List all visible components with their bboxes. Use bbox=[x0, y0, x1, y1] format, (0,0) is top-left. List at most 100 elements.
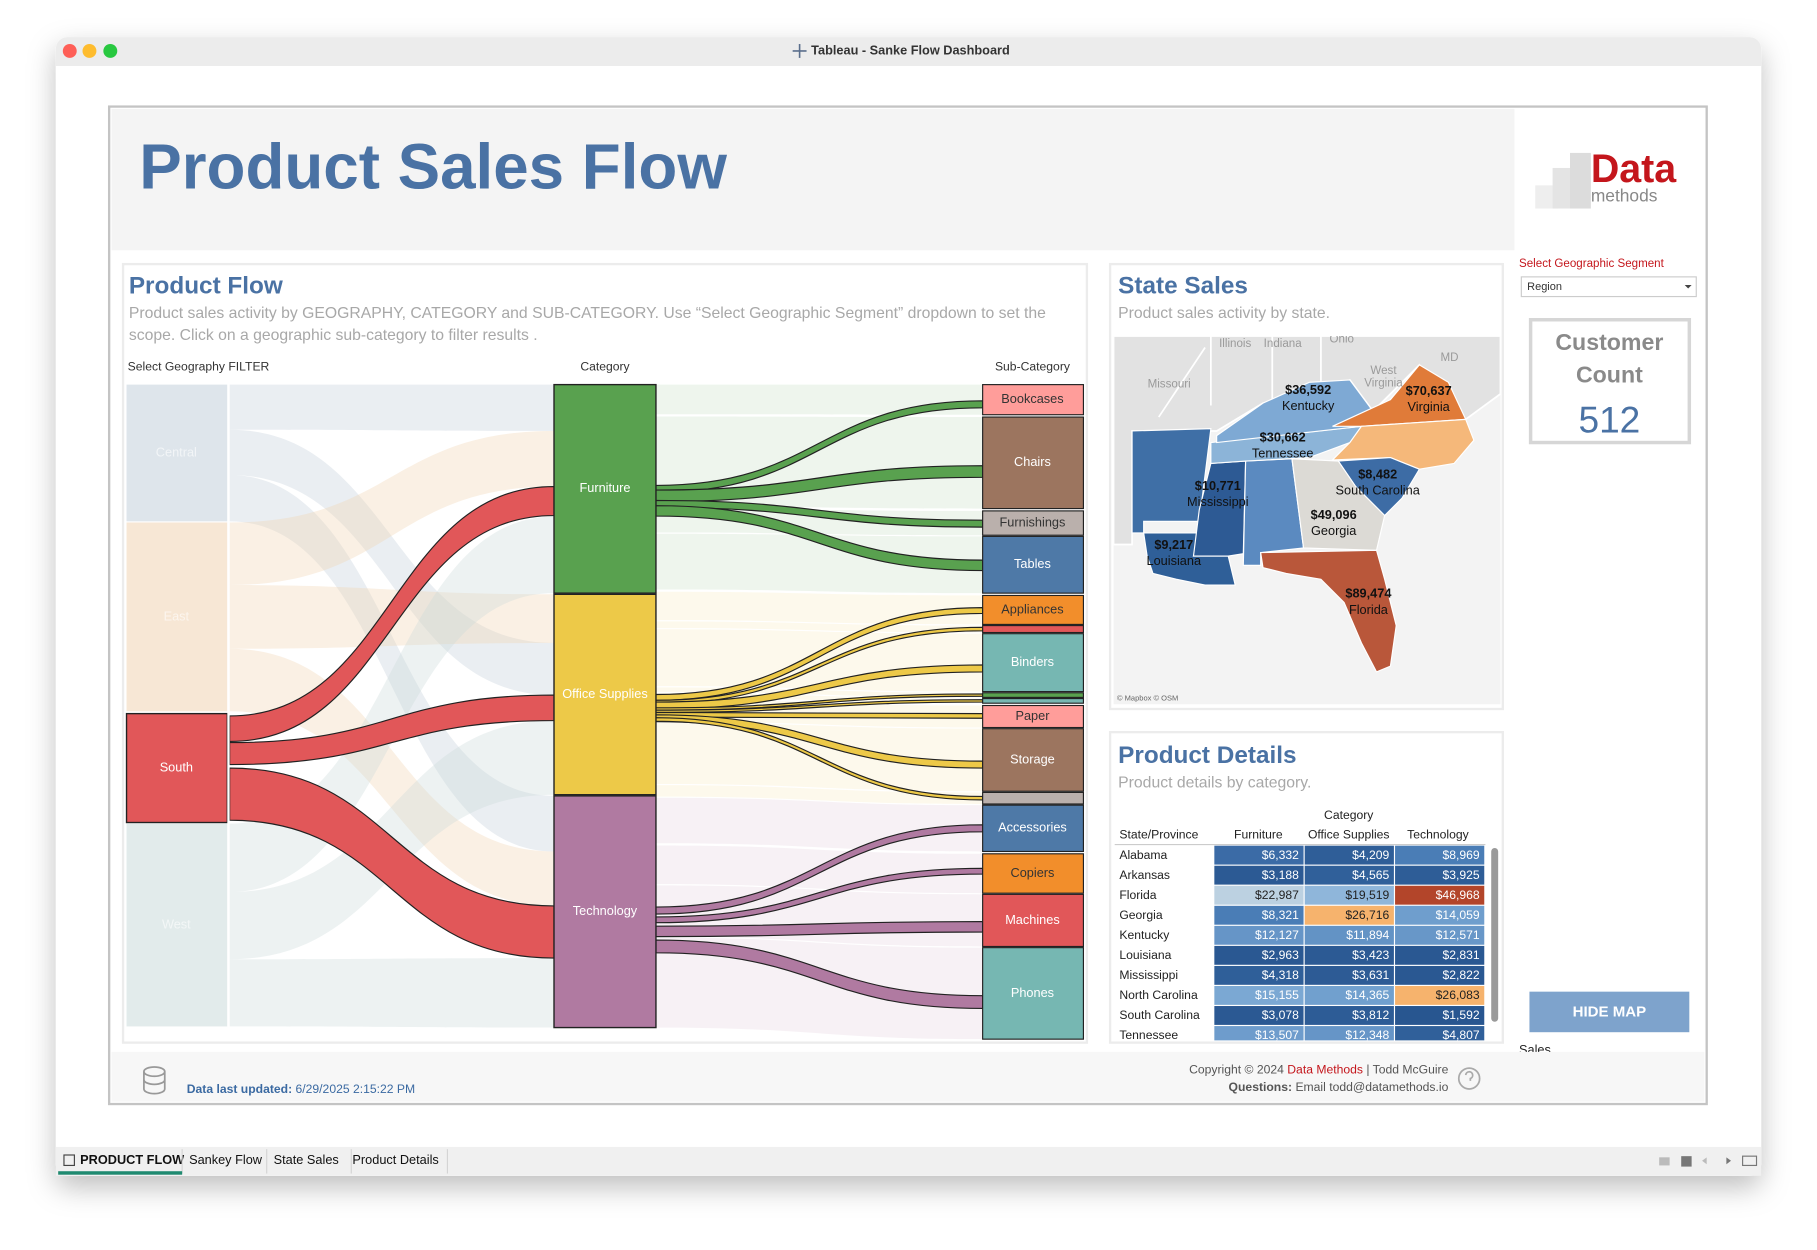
subcategory-node[interactable] bbox=[982, 893, 1085, 948]
geography-node[interactable] bbox=[126, 384, 228, 522]
sheet-tab[interactable]: Sankey Flow bbox=[189, 1152, 263, 1167]
state-value-label: $9,217 bbox=[1154, 537, 1193, 552]
column-label: Sub-Category bbox=[995, 359, 1071, 373]
category-label: Technology bbox=[573, 903, 638, 918]
value-text: $14,059 bbox=[1436, 908, 1480, 922]
value-cell[interactable] bbox=[1304, 865, 1394, 885]
value-cell[interactable] bbox=[1214, 885, 1304, 905]
subcategory-node[interactable] bbox=[982, 535, 1085, 594]
value-cell[interactable] bbox=[1395, 965, 1485, 985]
close-button[interactable] bbox=[62, 44, 77, 58]
subcategory-node[interactable] bbox=[982, 853, 1085, 894]
value-text: $2,963 bbox=[1262, 948, 1299, 962]
geography-label: Central bbox=[156, 444, 197, 459]
value-cell[interactable] bbox=[1304, 905, 1394, 925]
logo-sub: methods bbox=[1591, 186, 1658, 206]
value-cell[interactable] bbox=[1395, 845, 1485, 865]
product-details-table: Category State/Province Furniture Office Su… bbox=[1114, 808, 1499, 1045]
database-icon bbox=[143, 1066, 166, 1095]
value-cell[interactable] bbox=[1214, 925, 1304, 945]
panel-subtitle: Product sales activity by GEOGRAPHY, CAT… bbox=[129, 305, 1046, 322]
value-cell[interactable] bbox=[1304, 1026, 1394, 1045]
subcategory-node[interactable] bbox=[982, 625, 1085, 634]
subcategory-node[interactable] bbox=[982, 947, 1085, 1040]
value-cell[interactable] bbox=[1395, 1026, 1485, 1045]
questions-email[interactable]: Email todd@datamethods.io bbox=[1295, 1080, 1448, 1094]
state-cell: Kentucky bbox=[1119, 928, 1170, 942]
scrollbar[interactable] bbox=[1491, 848, 1499, 1022]
value-cell[interactable] bbox=[1304, 1006, 1394, 1025]
sheet-tab[interactable]: PRODUCT FLOW bbox=[80, 1152, 184, 1167]
value-cell[interactable] bbox=[1304, 845, 1394, 865]
category-node[interactable] bbox=[553, 593, 657, 796]
sheet-tab[interactable]: Product Details bbox=[352, 1152, 438, 1167]
value-text: $26,716 bbox=[1345, 908, 1389, 922]
table-body: Alabama $6,332 $4,209 $8,969 Arkansas $3,188 $… bbox=[1119, 845, 1485, 1045]
geography-node[interactable] bbox=[126, 823, 228, 1027]
value-cell[interactable] bbox=[1395, 905, 1485, 925]
value-text: $3,078 bbox=[1262, 1008, 1299, 1022]
hide-map-button[interactable] bbox=[1529, 991, 1690, 1033]
state-cell: Tennessee bbox=[1119, 1028, 1178, 1042]
value-cell[interactable] bbox=[1214, 1026, 1304, 1045]
value-cell[interactable] bbox=[1214, 965, 1304, 985]
value-cell[interactable] bbox=[1395, 885, 1485, 905]
subcategory-node[interactable] bbox=[982, 510, 1085, 536]
copyright-brand[interactable]: Data Methods bbox=[1287, 1063, 1363, 1077]
minimize-button[interactable] bbox=[82, 44, 97, 58]
subcategory-label: Tables bbox=[1014, 556, 1051, 571]
value-cell[interactable] bbox=[1395, 865, 1485, 885]
value-cell[interactable] bbox=[1214, 985, 1304, 1005]
subcategory-node[interactable] bbox=[982, 416, 1085, 510]
subcategory-node[interactable] bbox=[982, 804, 1085, 853]
value-cell[interactable] bbox=[1395, 1006, 1485, 1025]
value-cell[interactable] bbox=[1214, 1006, 1304, 1025]
status-icons bbox=[1659, 1155, 1758, 1167]
last-updated: Data last updated: 6/29/2025 2:15:22 PM bbox=[187, 1082, 415, 1096]
zoom-button[interactable] bbox=[103, 44, 118, 58]
subcategory-node[interactable] bbox=[982, 791, 1085, 805]
flow-band bbox=[229, 384, 555, 431]
flow-band bbox=[229, 429, 555, 696]
sheet-tab[interactable]: State Sales bbox=[274, 1152, 339, 1167]
subcategory-node[interactable] bbox=[982, 692, 1085, 698]
value-cell[interactable] bbox=[1395, 945, 1485, 965]
value-cell[interactable] bbox=[1395, 985, 1485, 1005]
value-text: $12,571 bbox=[1436, 928, 1480, 942]
value-cell[interactable] bbox=[1304, 965, 1394, 985]
state-shape[interactable] bbox=[1291, 458, 1386, 551]
background-state-label: Illinois bbox=[1219, 338, 1251, 350]
value-cell[interactable] bbox=[1304, 925, 1394, 945]
value-text: $13,507 bbox=[1255, 1028, 1299, 1042]
category-node[interactable] bbox=[553, 795, 657, 1029]
value-cell[interactable] bbox=[1304, 885, 1394, 905]
help-icon[interactable] bbox=[1457, 1067, 1481, 1090]
value-cell[interactable] bbox=[1395, 925, 1485, 945]
subcategory-node[interactable] bbox=[982, 697, 1085, 704]
value-cell[interactable] bbox=[1214, 945, 1304, 965]
value-text: $12,348 bbox=[1345, 1028, 1389, 1042]
geography-node[interactable] bbox=[126, 522, 228, 712]
subcategory-node[interactable] bbox=[982, 633, 1085, 693]
value-cell[interactable] bbox=[1214, 865, 1304, 885]
segment-dropdown[interactable] bbox=[1520, 276, 1697, 298]
value-cell[interactable] bbox=[1214, 845, 1304, 865]
value-text: $22,987 bbox=[1255, 888, 1299, 902]
column-group-header: Category bbox=[1324, 808, 1374, 822]
value-cell[interactable] bbox=[1304, 945, 1394, 965]
subcategory-label: Storage bbox=[1010, 751, 1055, 766]
subcategory-node[interactable] bbox=[982, 594, 1085, 626]
subcategory-node[interactable] bbox=[982, 704, 1085, 729]
state-shape[interactable] bbox=[1331, 418, 1475, 470]
value-cell[interactable] bbox=[1304, 985, 1394, 1005]
geography-node[interactable] bbox=[125, 712, 229, 824]
state-shape[interactable] bbox=[1131, 428, 1212, 534]
subcategory-node[interactable] bbox=[982, 384, 1085, 416]
subcategory-label: Copiers bbox=[1011, 865, 1055, 880]
category-node[interactable] bbox=[553, 383, 657, 594]
state-name-label: Tennessee bbox=[1252, 445, 1314, 460]
state-value-label: $8,482 bbox=[1358, 466, 1397, 481]
value-cell[interactable] bbox=[1214, 905, 1304, 925]
state-shape[interactable] bbox=[1260, 549, 1397, 673]
subcategory-node[interactable] bbox=[982, 728, 1085, 792]
